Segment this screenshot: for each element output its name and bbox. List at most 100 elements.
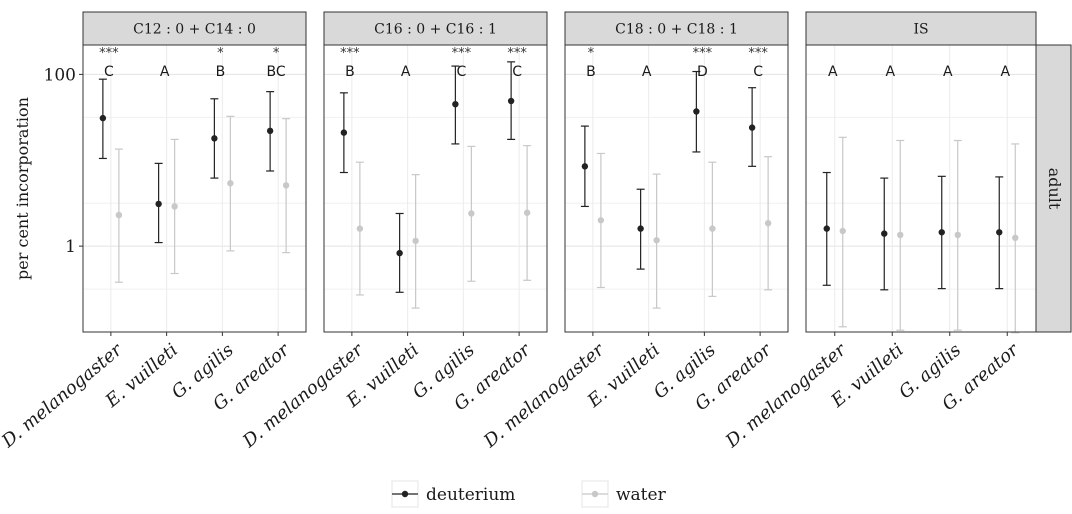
- group-letter: A: [885, 64, 895, 80]
- group-letter: A: [943, 64, 953, 80]
- error-bar-water: [170, 138, 179, 275]
- error-bar-water: [652, 173, 661, 309]
- error-bar-deuterium: [995, 176, 1004, 290]
- error-bar-water: [838, 136, 847, 328]
- legend-item-deuterium: deuterium: [391, 480, 515, 508]
- group-letter: C: [104, 64, 114, 80]
- error-bar-deuterium: [339, 92, 348, 174]
- significance-stars: ***: [452, 46, 472, 61]
- point-water: [523, 209, 531, 216]
- significance-stars: *: [273, 46, 280, 61]
- point-water: [412, 237, 419, 245]
- error-bar-deuterium: [822, 171, 831, 286]
- legend-label: water: [616, 485, 667, 505]
- point-water: [468, 210, 475, 217]
- group-letter: D: [697, 64, 708, 80]
- error-bar-water: [114, 148, 123, 283]
- significance-stars: *: [217, 46, 224, 61]
- legend-key-point: [401, 490, 409, 498]
- error-bar-deuterium: [507, 61, 516, 140]
- point-water: [171, 203, 178, 210]
- group-letter: C: [512, 64, 522, 80]
- error-bar-deuterium: [748, 87, 757, 167]
- error-bar-deuterium: [937, 175, 946, 290]
- point-water: [282, 182, 290, 189]
- group-letter: A: [1000, 64, 1010, 80]
- error-bar-deuterium: [98, 78, 107, 160]
- point-deuterium: [693, 108, 700, 115]
- error-bar-deuterium: [395, 212, 404, 293]
- panel-background-4: [806, 45, 1036, 332]
- point-deuterium: [266, 127, 274, 135]
- facet-strip-4: [805, 11, 1037, 46]
- error-bar-deuterium: [692, 70, 701, 153]
- facet-strip-2: [323, 11, 548, 46]
- point-water: [954, 231, 961, 239]
- significance-stars: ***: [507, 46, 527, 61]
- group-letter: B: [586, 64, 596, 80]
- point-deuterium: [507, 97, 515, 105]
- error-bar-water: [282, 118, 291, 254]
- facet-strip-1: [82, 11, 307, 46]
- significance-stars: ***: [340, 46, 360, 61]
- error-bar-water: [764, 156, 773, 291]
- error-bar-water: [708, 161, 717, 297]
- group-letter: B: [216, 64, 226, 80]
- facet-title-1: C12 : 0 + C14 : 0: [133, 22, 256, 38]
- error-bar-water: [411, 174, 420, 309]
- point-deuterium: [396, 249, 403, 257]
- error-bar-deuterium: [266, 91, 275, 172]
- facet-title-4: IS: [913, 22, 928, 38]
- point-deuterium: [938, 229, 945, 236]
- y-tick-label: 1: [65, 237, 76, 257]
- point-deuterium: [637, 225, 644, 232]
- point-deuterium: [823, 225, 830, 232]
- legend-key-point: [591, 490, 599, 498]
- point-deuterium: [748, 124, 756, 131]
- point-water: [1012, 234, 1019, 242]
- significance-stars: ***: [748, 46, 768, 61]
- panel-border-3: [564, 44, 789, 333]
- point-water: [356, 225, 364, 232]
- point-water: [227, 180, 234, 187]
- point-deuterium: [996, 229, 1003, 236]
- error-bar-water: [355, 161, 364, 296]
- error-bar-water: [896, 139, 905, 331]
- group-letter: A: [401, 64, 411, 80]
- significance-stars: ***: [99, 46, 119, 61]
- panel-background-1: [83, 45, 306, 332]
- point-deuterium: [581, 163, 589, 170]
- point-deuterium: [452, 100, 459, 108]
- error-bar-water: [596, 152, 605, 289]
- error-bar-deuterium: [880, 177, 889, 291]
- point-deuterium: [211, 135, 218, 142]
- group-letter: A: [642, 64, 652, 80]
- panel-background-3: [565, 45, 788, 332]
- point-water: [764, 219, 772, 227]
- error-bar-deuterium: [451, 65, 460, 145]
- error-bar-water: [953, 139, 962, 331]
- point-deuterium: [340, 129, 348, 136]
- panel-border-1: [82, 44, 307, 333]
- point-deuterium: [881, 230, 888, 237]
- error-bar-deuterium: [154, 162, 163, 244]
- y-tick-label: 100: [44, 65, 76, 85]
- legend-item-water: water: [581, 480, 667, 508]
- point-deuterium: [99, 114, 107, 122]
- error-bar-deuterium: [580, 125, 589, 208]
- significance-stars: *: [588, 46, 595, 61]
- point-water: [709, 225, 716, 232]
- error-bar-deuterium: [636, 188, 645, 270]
- facet-title-2: C16 : 0 + C16 : 1: [374, 22, 497, 38]
- y-axis-title: per cent incorporation: [13, 97, 32, 280]
- error-bar-water: [523, 145, 532, 281]
- group-letter: BC: [267, 64, 286, 80]
- row-facet-label: adult: [1045, 168, 1064, 210]
- significance-stars: ***: [693, 46, 713, 61]
- point-water: [597, 217, 605, 224]
- point-water: [839, 227, 846, 235]
- panel-border-2: [323, 44, 548, 333]
- error-bar-water: [1011, 143, 1020, 334]
- error-bar-water: [467, 145, 476, 282]
